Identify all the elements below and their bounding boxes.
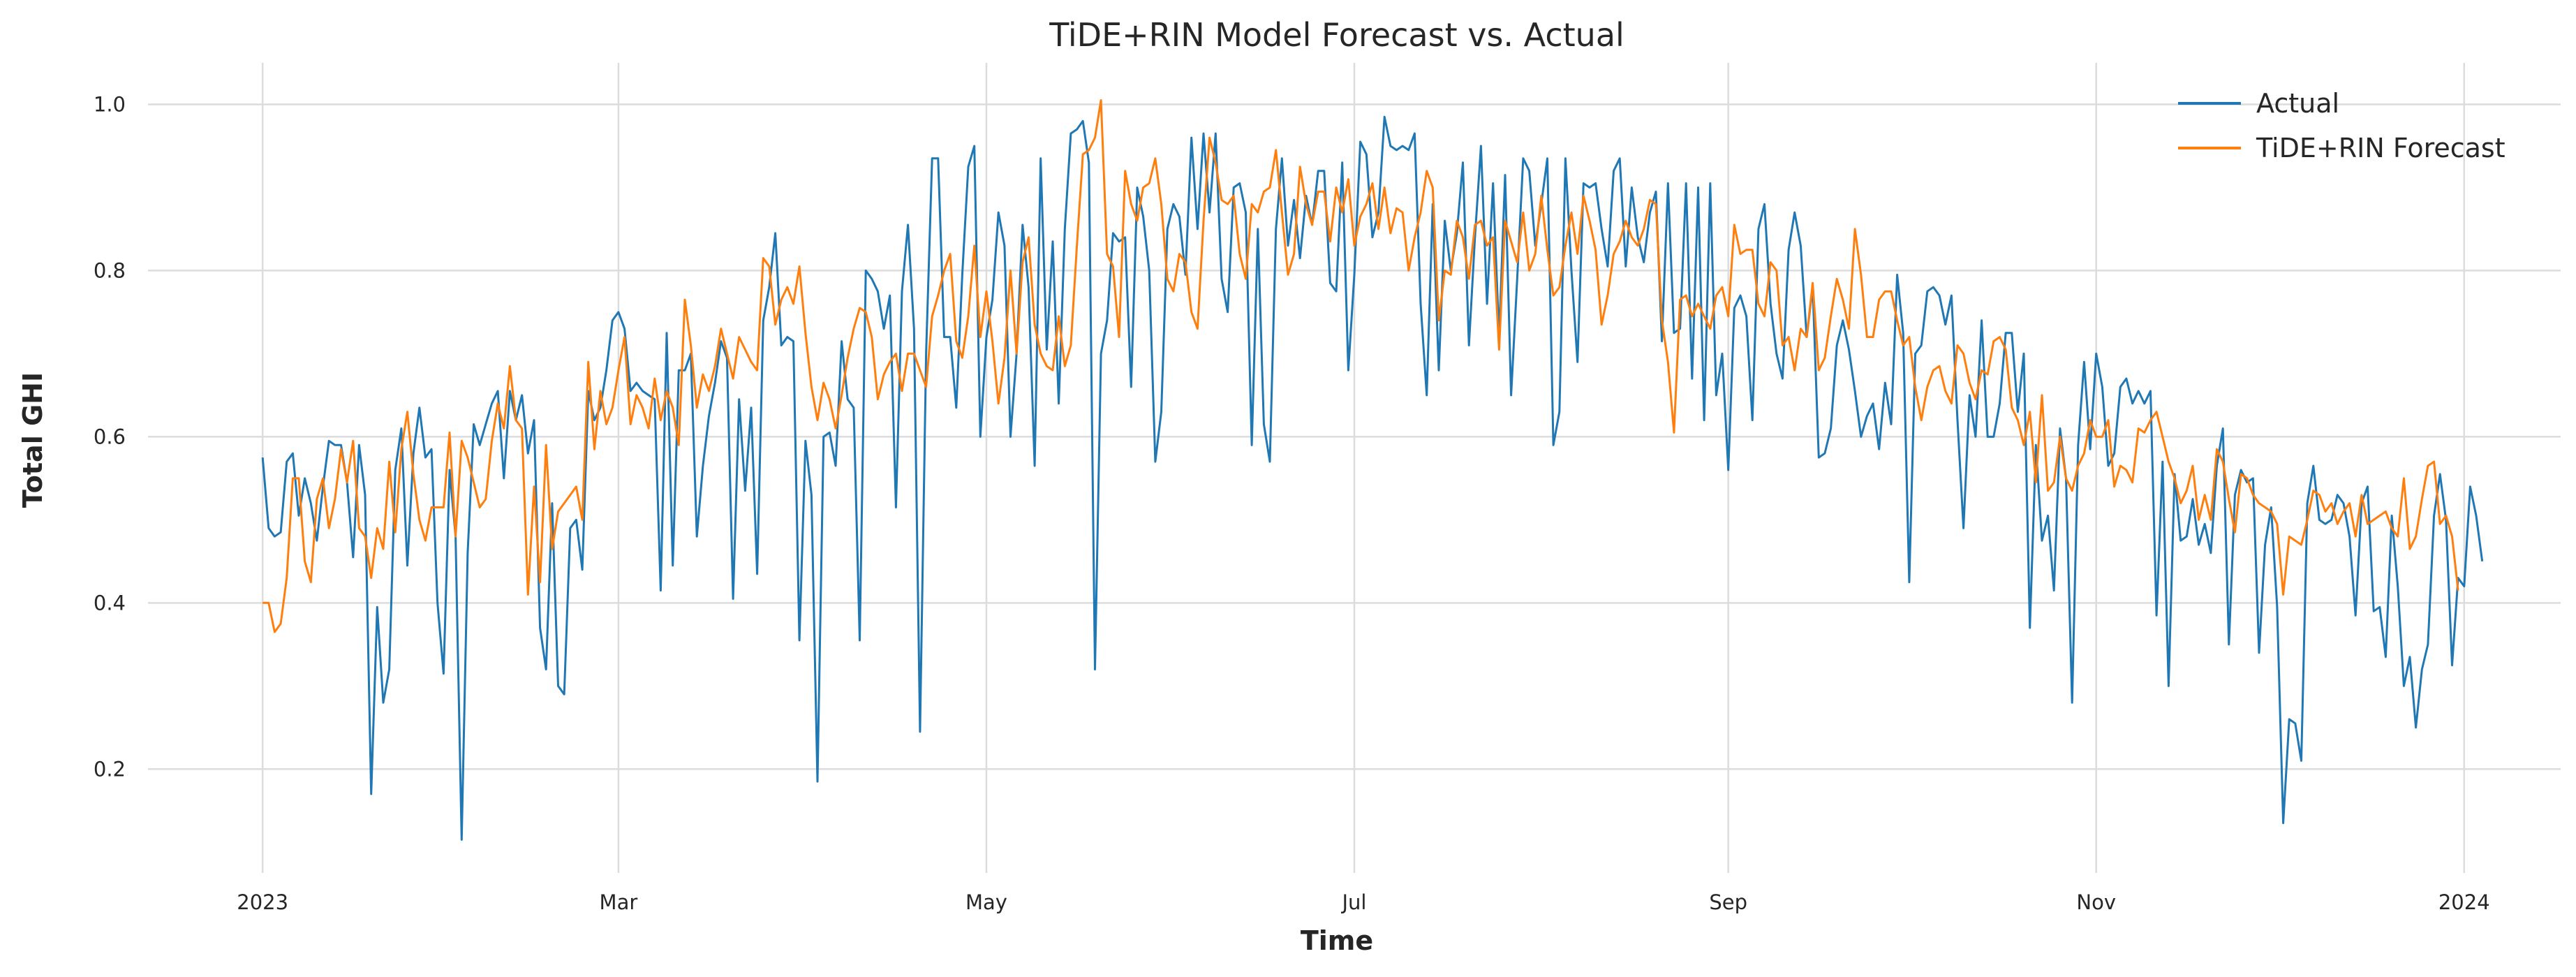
chart-title: TiDE+RIN Model Forecast vs. Actual [1049,16,1624,54]
y-tick-labels: 0.2 0.4 0.6 0.8 1.0 [94,92,126,781]
y-tick-label: 0.8 [94,258,126,282]
series-group [261,99,2484,841]
series-line-0 [261,115,2484,841]
legend-label: Actual [2256,88,2339,119]
y-tick-label: 1.0 [94,92,126,116]
series-line-1 [262,99,2459,633]
y-tick-label: 0.2 [94,757,126,781]
grid-lines [148,63,2561,873]
legend-label: TiDE+RIN Forecast [2256,133,2505,163]
y-tick-label: 0.6 [94,425,126,448]
x-tick-label: May [965,890,1007,914]
x-axis-label: Time [1301,925,1373,956]
x-tick-label: Jul [1341,890,1367,914]
x-tick-label: Sep [1709,890,1747,914]
y-tick-label: 0.4 [94,591,126,615]
legend: Actual TiDE+RIN Forecast [2178,88,2505,163]
x-tick-label: 2024 [2438,890,2490,914]
y-axis-label: Total GHI [17,372,48,508]
x-tick-label: 2023 [237,890,288,914]
x-tick-labels: 2023 Mar May Jul Sep Nov 2024 [237,890,2489,914]
x-tick-label: Nov [2076,890,2116,914]
x-tick-label: Mar [600,890,638,914]
